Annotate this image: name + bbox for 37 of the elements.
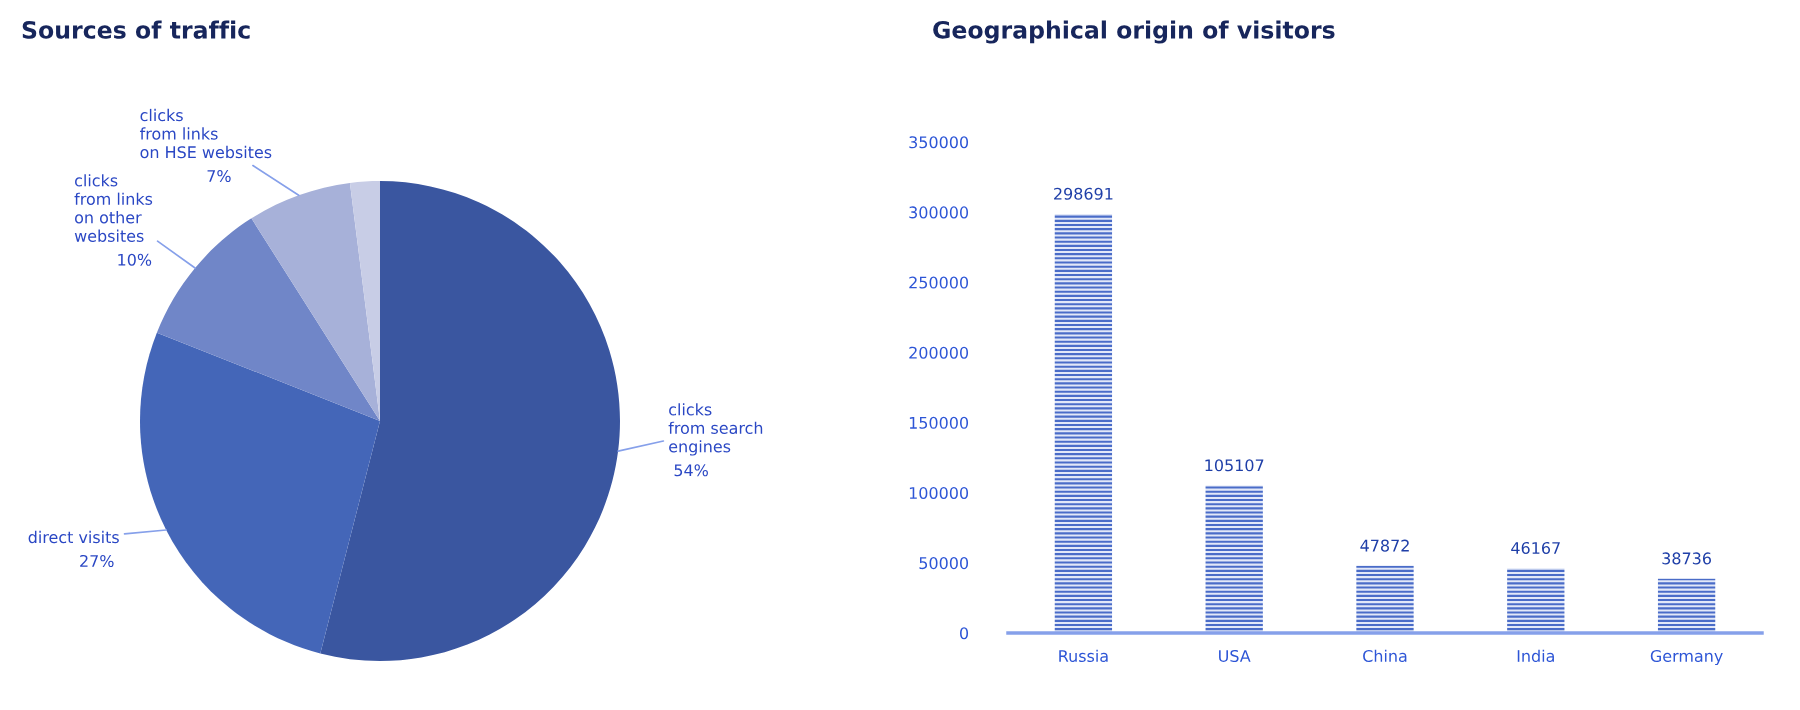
y-tick-label: 300000 xyxy=(909,206,969,219)
y-tick-label: 250000 xyxy=(909,276,969,289)
data-label: 54% xyxy=(674,464,708,477)
data-label: 105107 xyxy=(1205,459,1264,472)
slice-label: clicks from links on HSE websites xyxy=(139,108,272,159)
x-tick-label: China xyxy=(1363,649,1407,663)
chart-title: Sources of traffic xyxy=(22,20,250,39)
data-label: 38736 xyxy=(1662,552,1711,565)
bar xyxy=(1356,565,1414,633)
bar xyxy=(1054,213,1113,633)
pie-slice xyxy=(140,332,380,654)
chart-title: Geographical origin of visitors xyxy=(933,20,1335,44)
x-tick-label: Russia xyxy=(1059,649,1108,663)
y-tick-label: 350000 xyxy=(909,136,969,149)
pie-slice xyxy=(320,181,620,661)
y-tick-label: 0 xyxy=(960,627,969,640)
bar xyxy=(1507,568,1565,633)
x-tick-label: India xyxy=(1517,649,1554,663)
data-label: 27% xyxy=(80,554,114,567)
y-tick-label: 50000 xyxy=(919,557,969,570)
pie-slice xyxy=(251,182,380,421)
x-tick-label: USA xyxy=(1219,649,1251,663)
slice-label: direct visits xyxy=(28,530,119,544)
slice-label: clicks from search engines xyxy=(668,403,763,456)
pie-slice xyxy=(156,218,380,421)
y-tick-label: 150000 xyxy=(909,416,969,429)
bar xyxy=(1657,578,1716,633)
data-label: 7% xyxy=(207,169,231,183)
y-tick-label: 200000 xyxy=(909,346,969,359)
slice-label: clicks from links on other websites xyxy=(74,174,153,242)
data-label: 46167 xyxy=(1511,541,1560,555)
bar xyxy=(1205,485,1263,633)
data-label: 10% xyxy=(118,253,152,266)
y-tick-label: 100000 xyxy=(909,486,969,500)
x-tick-label: Germany xyxy=(1650,649,1723,666)
data-label: 298691 xyxy=(1054,187,1113,200)
data-label: 47872 xyxy=(1360,539,1409,552)
